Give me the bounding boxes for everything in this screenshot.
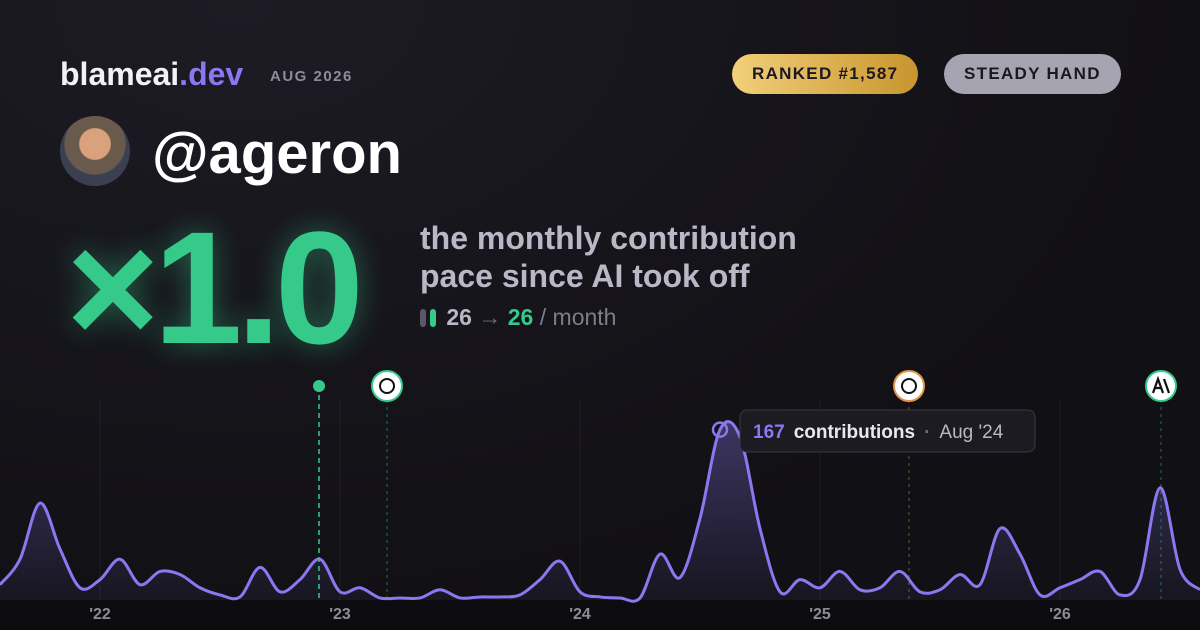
- pace-after: 26: [507, 304, 534, 330]
- avatar: [60, 116, 130, 186]
- style-badge: STEADY HAND: [944, 54, 1121, 94]
- brand-name: blameai: [60, 56, 180, 92]
- separator: ·: [924, 422, 930, 443]
- date: AUG 2026: [270, 68, 353, 85]
- tooltip: 167 contributions · Aug '24: [753, 422, 1004, 443]
- handle: @ageron: [152, 121, 402, 186]
- line: [0, 420, 1200, 603]
- x-tick-label: '22: [89, 606, 111, 623]
- chart-body: '22 '23 '24 '25 '26: [0, 400, 1200, 623]
- tooltip-box: [739, 409, 1036, 453]
- brand: blameai.dev: [60, 56, 243, 93]
- model-glyph: [379, 378, 395, 394]
- rank-badge: RANKED #1,587: [732, 54, 919, 94]
- area-fill: [0, 421, 1200, 602]
- x-tick-label: '23: [329, 606, 351, 623]
- pace: 26 → 26 / month: [420, 304, 616, 331]
- tooltip-unit: contributions: [794, 422, 915, 443]
- axis-band: [0, 600, 1200, 630]
- highlight-point: [711, 421, 729, 438]
- multiplier: ×1.0: [66, 198, 364, 377]
- event-dot: [313, 380, 325, 392]
- x-tick-label: '24: [569, 606, 591, 623]
- tooltip-date: Aug '24: [939, 422, 1003, 443]
- subtitle: pace since AI took off: [420, 258, 750, 294]
- subtitle: the monthly contribution: [420, 220, 797, 256]
- pace-unit: / month: [539, 304, 617, 330]
- brand-tld: .dev: [179, 56, 244, 92]
- model-icon: [893, 370, 925, 402]
- x-tick-label: '26: [1049, 606, 1071, 623]
- model-glyph: [901, 378, 917, 394]
- model-icon: [371, 370, 403, 402]
- model-glyph: [1151, 375, 1171, 394]
- arrow: →: [478, 304, 502, 330]
- tooltip-value: 167: [753, 422, 785, 443]
- x-tick-label: '25: [809, 606, 831, 623]
- pace-before: 26: [446, 304, 472, 330]
